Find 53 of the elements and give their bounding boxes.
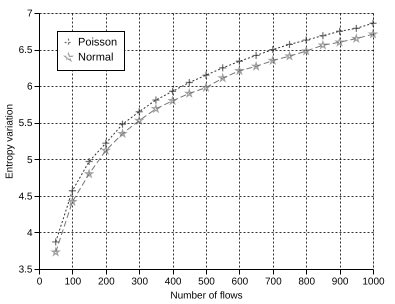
- point: [52, 238, 60, 246]
- point: [252, 62, 260, 70]
- x-tick-label: 300: [131, 276, 148, 288]
- point: [352, 24, 360, 32]
- point: [85, 170, 94, 178]
- point: [218, 74, 227, 82]
- legend-label: Poisson: [78, 36, 118, 48]
- y-tick-label: 6: [26, 82, 33, 93]
- x-axis-title: Number of flows: [170, 290, 243, 302]
- point: [118, 120, 127, 128]
- point: [268, 45, 277, 54]
- point: [252, 51, 260, 60]
- point: [135, 116, 144, 124]
- point: [368, 19, 378, 28]
- y-tick-label: 6.5: [18, 45, 33, 56]
- x-tick-label: 200: [98, 276, 116, 288]
- point: [152, 96, 160, 104]
- point: [218, 64, 227, 72]
- y-tick-label: 4: [26, 228, 33, 239]
- point: [185, 78, 194, 87]
- x-tick-label: 900: [332, 276, 349, 288]
- point: [102, 139, 110, 148]
- y-tick-label: 5: [26, 154, 33, 166]
- y-tick-label: 3.5: [18, 264, 33, 276]
- y-axis-title: Entropy variation: [4, 104, 16, 180]
- point: [135, 108, 144, 116]
- x-tick-label: 100: [64, 276, 82, 288]
- point: [102, 146, 110, 154]
- x-tick-label: 800: [298, 276, 316, 288]
- point: [235, 57, 244, 66]
- point: [84, 157, 94, 166]
- point: [302, 46, 310, 54]
- point: [335, 27, 344, 36]
- y-tick-label: 7: [26, 8, 33, 20]
- x-tick-label: 1000: [362, 276, 386, 288]
- y-tick-label: 5.5: [18, 118, 33, 130]
- point: [168, 87, 177, 96]
- x-tick-label: 700: [264, 276, 282, 288]
- point: [268, 56, 277, 64]
- point: [152, 104, 160, 112]
- point: [352, 34, 360, 42]
- x-tick-label: 400: [164, 276, 182, 288]
- point: [68, 186, 77, 195]
- point: [285, 40, 294, 49]
- y-tick-label: 4.5: [18, 191, 33, 202]
- x-tick-label: 600: [232, 276, 249, 288]
- legend-label: Normal: [78, 52, 114, 64]
- point: [185, 89, 194, 97]
- x-tick-label: 500: [198, 276, 216, 288]
- x-tick-label: 0: [36, 276, 43, 288]
- point: [318, 32, 328, 40]
- point: [302, 36, 310, 44]
- point: [202, 71, 210, 80]
